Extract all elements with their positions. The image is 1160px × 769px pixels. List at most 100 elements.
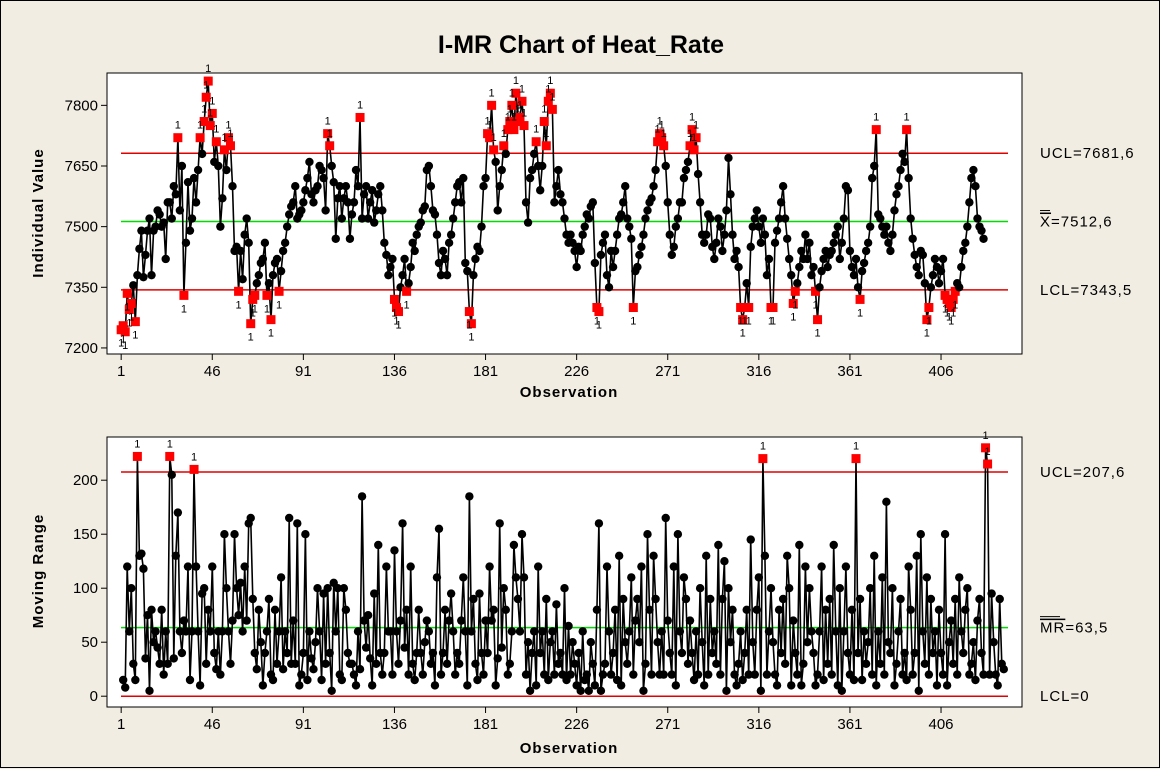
individuals-test-flag: 1 bbox=[250, 307, 256, 319]
moving-range-data-point bbox=[673, 530, 683, 539]
individuals-out-of-control-point bbox=[118, 321, 128, 331]
individuals-out-of-control-point bbox=[355, 112, 365, 122]
moving-range-data-point bbox=[242, 616, 251, 625]
individuals-out-of-control-point bbox=[547, 104, 557, 114]
moving-range-data-point bbox=[527, 648, 537, 658]
individuals-data-point bbox=[335, 182, 344, 191]
moving-range-data-point bbox=[691, 627, 701, 636]
individuals-data-point bbox=[386, 262, 395, 272]
individuals-data-point bbox=[147, 270, 156, 280]
moving-range-data-point bbox=[238, 627, 247, 636]
individuals-series bbox=[116, 76, 988, 337]
moving-range-data-point bbox=[171, 551, 181, 560]
individuals-out-of-control-point bbox=[323, 129, 333, 139]
moving-range-data-point bbox=[693, 670, 703, 679]
individuals-out-of-control-point bbox=[325, 141, 335, 151]
individuals-data-point bbox=[724, 153, 733, 163]
individuals-out-of-control-point bbox=[234, 286, 244, 296]
moving-range-data-point bbox=[746, 535, 755, 544]
moving-range-data-point bbox=[971, 675, 980, 685]
moving-range-data-point bbox=[616, 681, 626, 690]
individuals-out-of-control-point bbox=[487, 100, 497, 110]
moving-range-data-point bbox=[884, 638, 893, 647]
individuals-data-point bbox=[876, 214, 885, 223]
moving-range-data-point bbox=[416, 648, 425, 658]
individuals-data-point bbox=[477, 222, 486, 231]
individuals-out-of-control-point bbox=[122, 288, 132, 298]
moving-range-data-point bbox=[695, 584, 705, 593]
individuals-test-flag: 1 bbox=[264, 303, 270, 315]
individuals-data-point bbox=[187, 214, 197, 223]
individuals-test-flag: 1 bbox=[942, 303, 948, 315]
moving-range-data-point bbox=[523, 638, 533, 647]
moving-range-data-point bbox=[793, 670, 802, 679]
moving-range-data-point bbox=[463, 681, 472, 690]
individuals-data-point bbox=[706, 214, 715, 223]
individuals-data-point bbox=[801, 230, 810, 239]
individuals-data-point bbox=[639, 230, 648, 239]
individuals-data-point bbox=[268, 270, 278, 280]
individuals-out-of-control-point bbox=[205, 121, 215, 131]
individuals-out-of-control-point bbox=[531, 137, 541, 147]
individuals-data-point bbox=[363, 214, 373, 223]
moving-range-data-point bbox=[208, 562, 217, 571]
moving-range-data-point bbox=[161, 627, 170, 636]
moving-range-limit-labels: UCL=207,6 MR=63,5 LCL=0 bbox=[1040, 464, 1124, 705]
moving-range-data-point bbox=[519, 573, 529, 582]
individuals-data-point bbox=[236, 246, 245, 256]
individuals-data-point bbox=[787, 270, 796, 280]
moving-range-data-point bbox=[276, 573, 286, 582]
individuals-data-point bbox=[167, 214, 176, 223]
moving-range-data-point bbox=[750, 670, 759, 679]
moving-range-data-point bbox=[517, 530, 527, 539]
moving-range-data-point bbox=[511, 573, 521, 582]
individuals-data-point bbox=[914, 270, 923, 280]
moving-range-x-tick-label: 226 bbox=[564, 716, 589, 733]
individuals-data-point bbox=[374, 190, 383, 199]
moving-range-data-point bbox=[985, 670, 994, 679]
individuals-data-point bbox=[481, 173, 490, 183]
moving-range-data-point bbox=[485, 562, 494, 571]
individuals-data-point bbox=[776, 198, 786, 207]
individuals-data-point bbox=[898, 149, 907, 159]
moving-range-data-point bbox=[853, 648, 863, 658]
moving-range-data-point bbox=[554, 659, 563, 668]
individuals-test-flag: 1 bbox=[489, 87, 495, 99]
individuals-test-flag: 1 bbox=[521, 108, 527, 120]
moving-range-data-point bbox=[529, 627, 539, 636]
moving-range-data-point bbox=[641, 659, 650, 668]
individuals-data-point bbox=[870, 161, 879, 171]
moving-range-data-point bbox=[272, 659, 282, 668]
moving-range-data-point bbox=[957, 627, 966, 636]
individuals-test-flag: 1 bbox=[501, 128, 507, 140]
moving-range-data-point bbox=[865, 584, 875, 593]
individuals-out-of-control-point bbox=[179, 290, 189, 300]
individuals-data-point bbox=[977, 226, 986, 235]
moving-range-data-point bbox=[902, 675, 911, 685]
moving-range-data-point bbox=[955, 573, 964, 582]
moving-range-data-point bbox=[797, 681, 806, 690]
moving-range-data-point bbox=[218, 627, 227, 636]
individuals-test-flag: 1 bbox=[120, 334, 126, 346]
individuals-test-flag: 1 bbox=[126, 318, 132, 330]
individuals-data-point bbox=[849, 270, 859, 280]
moving-range-data-point bbox=[453, 648, 462, 658]
individuals-data-point bbox=[867, 173, 877, 183]
moving-range-data-point bbox=[327, 686, 336, 695]
individuals-data-point bbox=[343, 198, 353, 207]
moving-range-data-point bbox=[230, 530, 239, 539]
individuals-data-point bbox=[693, 169, 703, 179]
moving-range-data-point bbox=[647, 670, 656, 679]
moving-range-x-tick-label: 271 bbox=[655, 716, 680, 733]
moving-range-data-point bbox=[479, 670, 488, 679]
moving-range-data-point bbox=[870, 551, 879, 560]
individuals-data-point bbox=[584, 214, 593, 223]
individuals-data-point bbox=[936, 266, 946, 276]
moving-range-x-tick-label: 316 bbox=[746, 716, 771, 733]
moving-range-data-point bbox=[754, 573, 764, 582]
moving-range-mean-symbol: MR bbox=[1040, 620, 1065, 637]
moving-range-data-point bbox=[507, 627, 517, 636]
moving-range-data-point bbox=[602, 562, 612, 571]
moving-range-data-point bbox=[193, 627, 203, 636]
